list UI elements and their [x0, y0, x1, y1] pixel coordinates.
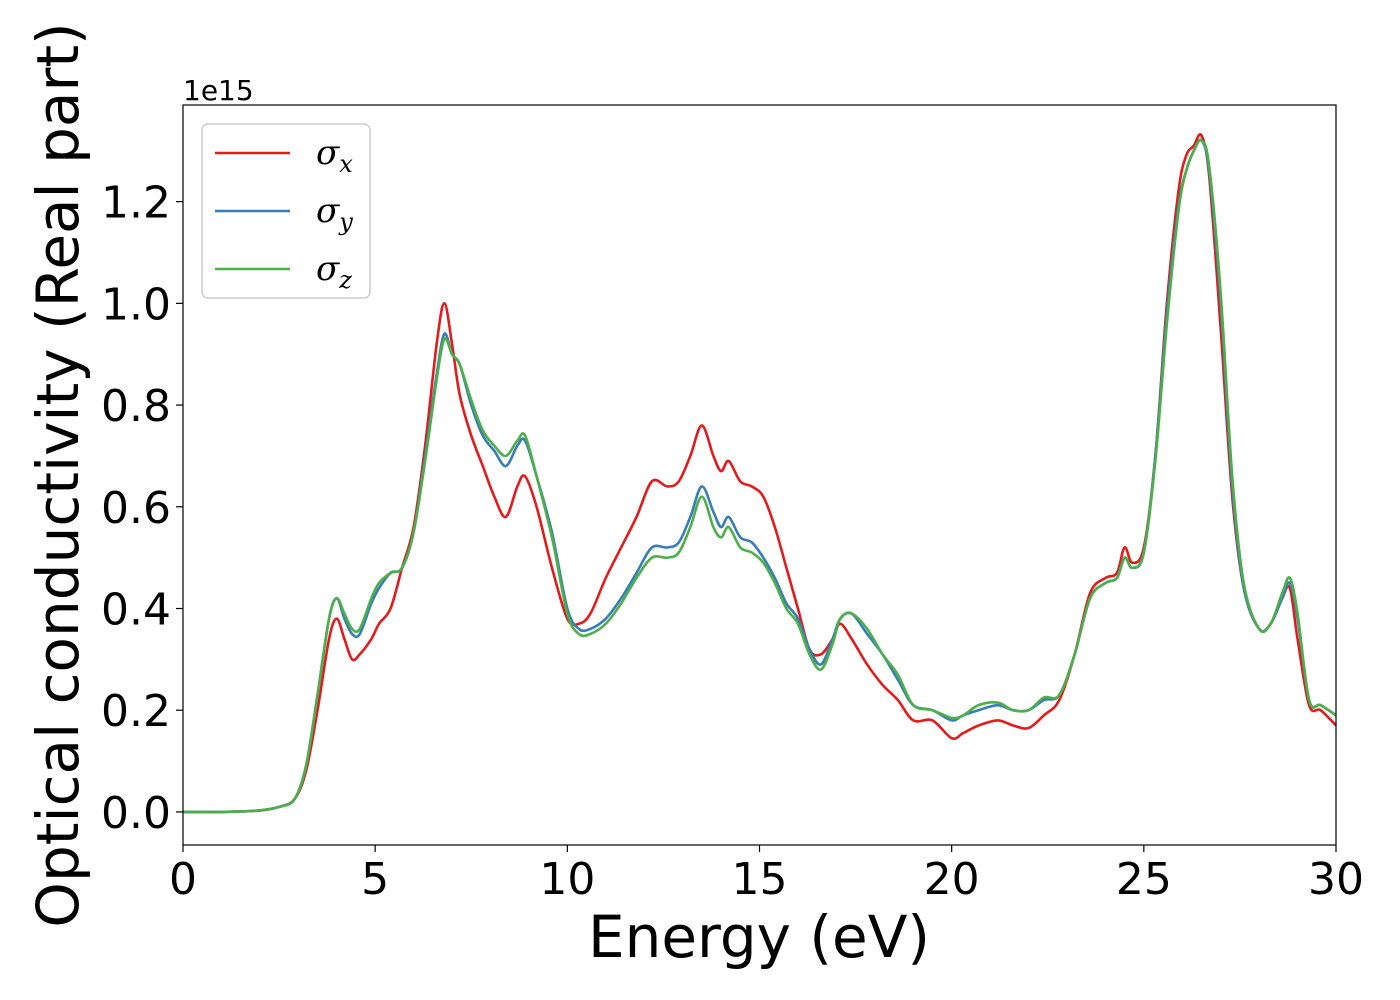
legend-label-z: σz: [316, 249, 352, 294]
x-tick-label: 5: [361, 854, 389, 905]
legend-label-y: σy: [316, 191, 353, 236]
y-tick-label: 1.2: [101, 178, 171, 229]
series-line-z: [182, 138, 1337, 814]
x-tick-label: 0: [169, 854, 197, 905]
x-tick-label: 15: [732, 854, 788, 905]
x-tick-label: 25: [1116, 854, 1172, 905]
y-tick-label: 1.0: [101, 279, 171, 330]
y-axis-ticks: 0.0 0.2 0.4 0.6 0.8 1.0 1.2: [101, 178, 183, 839]
y-axis-offset-label: 1e15: [183, 74, 254, 107]
y-tick-label: 0.0: [101, 788, 171, 839]
y-tick-label: 0.6: [101, 483, 171, 534]
x-axis-label: Energy (eV): [588, 903, 930, 971]
plot-background: [183, 105, 1336, 845]
legend: σx σy σz: [201, 123, 371, 299]
x-tick-label: 30: [1308, 854, 1364, 905]
y-tick-label: 0.8: [101, 381, 171, 432]
x-axis-ticks: 0 5 10 15 20 25 30: [169, 845, 1364, 905]
series-lines: [182, 133, 1337, 814]
y-tick-label: 0.2: [101, 686, 171, 737]
y-axis-label: Optical conductivity (Real part): [24, 22, 92, 927]
legend-label-x: σx: [316, 133, 353, 178]
x-tick-label: 20: [924, 854, 980, 905]
y-tick-label: 0.4: [101, 585, 171, 636]
x-tick-label: 10: [539, 854, 595, 905]
